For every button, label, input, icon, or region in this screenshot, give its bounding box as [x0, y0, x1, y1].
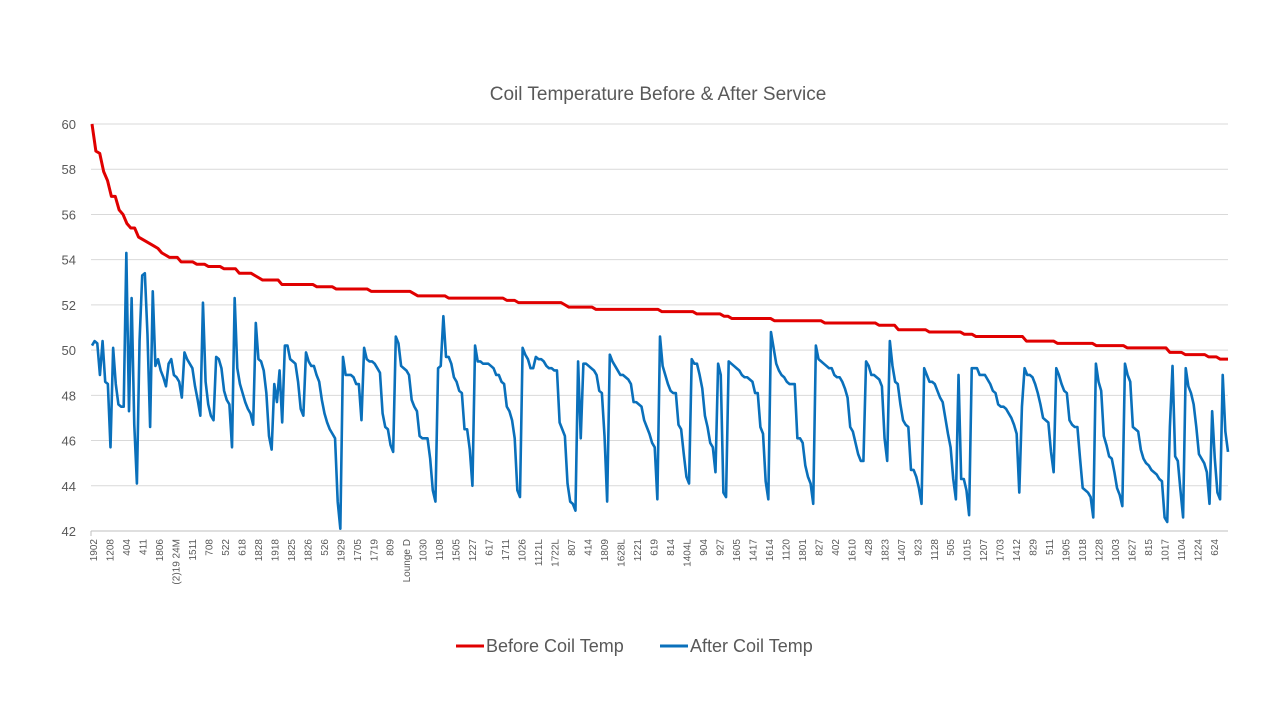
x-tick-label: 1801: [798, 539, 809, 562]
series-layer: [90, 123, 1230, 531]
x-tick-label: 618: [237, 539, 248, 556]
x-tick-label: 1404L: [682, 539, 693, 567]
x-tick-label: 1228: [1095, 539, 1106, 562]
x-tick-label: 1026: [518, 539, 529, 562]
x-tick-label: 1722L: [551, 539, 562, 567]
x-tick-label: 1809: [600, 539, 611, 562]
x-tick-label: 619: [650, 539, 661, 556]
x-tick-label: 708: [204, 539, 215, 556]
x-tick-label: 1610: [847, 539, 858, 562]
x-tick-label: 1224: [1194, 539, 1205, 562]
x-tick-label: 1905: [1062, 539, 1073, 562]
x-tick-label: 807: [567, 539, 578, 556]
x-tick-label: 1703: [996, 539, 1007, 562]
x-tick-label: 411: [138, 539, 149, 555]
x-tick-label: 1929: [336, 539, 347, 562]
x-tick-label: 1227: [468, 539, 479, 562]
x-tick-label: 829: [1029, 539, 1040, 556]
x-tick-label: 1719: [369, 539, 380, 562]
x-tick-label: 617: [485, 539, 496, 556]
y-tick-label: 54: [62, 253, 76, 268]
x-tick-label: 1614: [765, 539, 776, 562]
x-tick-label: 1806: [155, 539, 166, 562]
y-tick-label: 52: [62, 298, 76, 313]
y-tick-label: 58: [62, 162, 76, 177]
x-tick-label: 1015: [963, 539, 974, 562]
legend: Before Coil Temp After Coil Temp: [456, 636, 813, 656]
x-tick-label: 1828: [254, 539, 265, 562]
x-tick-label: 1826: [303, 539, 314, 562]
x-tick-label: 1407: [897, 539, 908, 562]
x-tick-label: 1511: [188, 539, 199, 561]
x-tick-label: 1104: [1177, 539, 1188, 561]
x-tick-label: 1207: [979, 539, 990, 562]
x-tick-label: 1120: [781, 539, 792, 561]
y-tick-label: 48: [62, 388, 76, 403]
x-tick-label: 1505: [452, 539, 463, 562]
x-tick-label: 624: [1210, 539, 1221, 556]
x-tick-label: 927: [715, 539, 726, 556]
x-tick-label: Lounge D: [402, 539, 413, 582]
x-tick-label: 1711: [501, 539, 512, 561]
y-axis-ticks: 42 44 46 48 50 52 54 56 58 60: [62, 117, 76, 539]
x-tick-label: 511: [1045, 539, 1056, 555]
y-tick-label: 60: [62, 117, 76, 132]
x-tick-label: 1918: [270, 539, 281, 562]
x-tick-label: 815: [1144, 539, 1155, 556]
x-tick-label: 428: [864, 539, 875, 556]
x-tick-label: 1108: [435, 539, 446, 561]
x-axis-ticks: 1902 1208 404 411 1806 (2)19 24M 1511 708 522 618…: [89, 539, 1221, 585]
x-tick-label: 904: [699, 539, 710, 556]
y-tick-label: 42: [62, 524, 76, 539]
legend-before-label: Before Coil Temp: [486, 636, 624, 656]
legend-after-label: After Coil Temp: [690, 636, 813, 656]
x-tick-label: 526: [320, 539, 331, 556]
x-tick-label: 1823: [880, 539, 891, 562]
x-tick-label: 404: [122, 539, 133, 556]
chart-title: Coil Temperature Before & After Service: [490, 84, 827, 105]
x-tick-label: 1128: [930, 539, 941, 561]
x-tick-label: 505: [946, 539, 957, 556]
y-tick-label: 50: [62, 343, 76, 358]
x-tick-label: (2)19 24M: [171, 539, 182, 585]
x-tick-label: 1221: [633, 539, 644, 562]
x-tick-label: 1003: [1111, 539, 1122, 562]
x-tick-label: 1417: [748, 539, 759, 562]
x-tick-label: 1605: [732, 539, 743, 562]
x-tick-label: 402: [831, 539, 842, 556]
grid-layer: [90, 123, 1228, 536]
x-tick-label: 1825: [287, 539, 298, 562]
x-tick-label: 1017: [1161, 539, 1172, 562]
x-tick-label: 827: [814, 539, 825, 556]
x-tick-label: 1030: [419, 539, 430, 562]
x-tick-label: 414: [584, 539, 595, 556]
x-tick-label: 1627: [1128, 539, 1139, 562]
x-tick-label: 809: [386, 539, 397, 556]
y-tick-label: 44: [62, 479, 76, 494]
y-tick-label: 56: [62, 207, 76, 222]
x-tick-label: 814: [666, 539, 677, 556]
x-tick-label: 1018: [1078, 539, 1089, 562]
x-tick-label: 1412: [1012, 539, 1023, 562]
x-tick-label: 1121L: [534, 539, 545, 567]
x-tick-label: 1208: [105, 539, 116, 562]
after-coil-temp-line: [90, 251, 1230, 531]
before-coil-temp-line: [90, 123, 1228, 361]
x-tick-label: 1902: [89, 539, 100, 562]
x-tick-label: 923: [913, 539, 924, 556]
x-tick-label: 1705: [353, 539, 364, 562]
x-tick-label: 1628L: [617, 539, 628, 567]
y-tick-label: 46: [62, 434, 76, 449]
x-tick-label: 522: [221, 539, 232, 556]
